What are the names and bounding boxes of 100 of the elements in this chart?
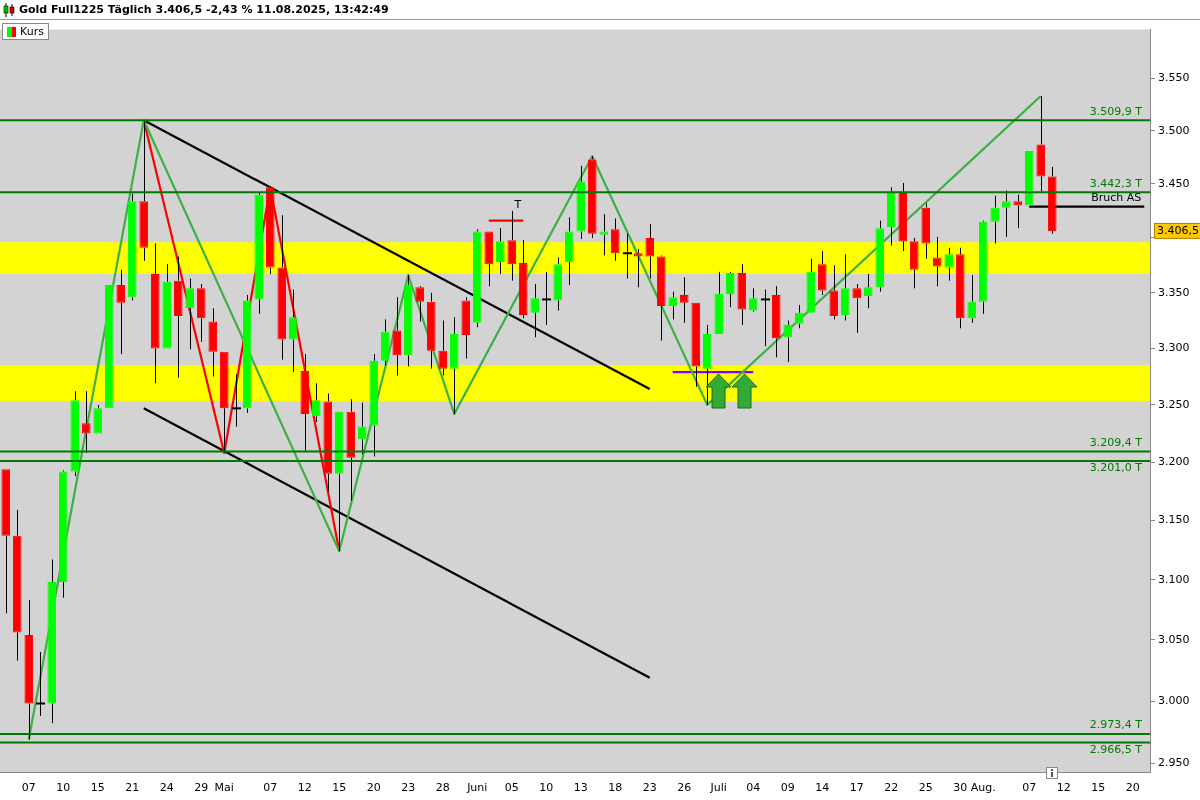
candlestick [346, 398, 356, 502]
candlestick [955, 247, 965, 329]
candlestick [829, 264, 839, 320]
annotation: T [513, 198, 522, 212]
candlestick [369, 353, 379, 457]
candlestick [449, 316, 459, 415]
candlestick [633, 248, 643, 288]
candlestick [737, 263, 747, 326]
candlestick [1013, 194, 1023, 229]
y-tick-label: 3.150 [1158, 513, 1190, 527]
ref-line-label: 3.442,3 T [1089, 176, 1143, 190]
x-tick-label: 15 [1091, 781, 1106, 795]
candlestick [403, 274, 413, 367]
legend-label: Kurs [20, 25, 44, 38]
candlestick [277, 214, 287, 361]
candlestick [714, 271, 724, 334]
candlestick [599, 213, 609, 256]
candlestick [1036, 95, 1046, 192]
x-tick-label: Juni [466, 781, 488, 795]
x-tick-label: 07 [263, 781, 278, 795]
candlestick [806, 258, 816, 313]
ref-line-label: 2.973,4 T [1089, 718, 1143, 732]
x-tick-label: 26 [677, 781, 692, 795]
candlestick [70, 390, 80, 477]
y-tick-label: 2.950 [1158, 756, 1190, 770]
candlestick [1001, 189, 1011, 238]
y-tick-label: 3.200 [1158, 455, 1190, 469]
ref-line-label: 2.966,5 T [1089, 742, 1143, 756]
y-tick-label: 3.000 [1158, 693, 1190, 707]
x-tick-label: 07 [1022, 781, 1037, 795]
y-tick-label: 3.350 [1158, 285, 1190, 299]
candlestick [495, 227, 505, 275]
ref-line-label: 3.209,4 T [1089, 435, 1143, 449]
candlestick [622, 233, 633, 279]
candlestick [564, 216, 574, 286]
candlestick [334, 411, 344, 552]
candlestick [116, 269, 126, 355]
candlestick [288, 288, 298, 373]
candlestick [392, 296, 402, 376]
candlestick [645, 223, 655, 279]
candlestick [886, 186, 896, 247]
x-tick-label: 17 [849, 781, 864, 795]
x-tick-label: 15 [90, 781, 105, 795]
candlestick [909, 237, 919, 289]
x-tick-label: 09 [780, 781, 795, 795]
x-tick-label: 13 [573, 781, 588, 795]
candlestick [817, 250, 827, 296]
candlestick [541, 271, 552, 326]
y-tick-label: 3.250 [1158, 397, 1190, 411]
candlestick [47, 558, 57, 724]
x-tick-label: 05 [504, 781, 519, 795]
candlestick [725, 272, 735, 308]
x-tick-label: 12 [297, 781, 312, 795]
candlestick [254, 192, 264, 315]
candlestick [311, 382, 321, 423]
candlestick [24, 599, 34, 740]
candlestick [173, 256, 183, 379]
candlestick [967, 274, 977, 324]
candlestick [553, 257, 563, 311]
y-tick-label: 3.300 [1158, 341, 1190, 355]
candlestick [162, 263, 172, 349]
candlestick [978, 221, 988, 315]
candlestick [898, 182, 908, 252]
candlestick [852, 283, 862, 334]
ref-line-label: 3.201,0 T [1089, 461, 1143, 475]
x-tick-label: 20 [366, 781, 381, 795]
x-tick-label: 20 [1125, 781, 1140, 795]
y-tick-label: 3.550 [1158, 71, 1190, 85]
x-tick-label: 12 [1056, 781, 1071, 795]
x-tick-label: 24 [159, 781, 174, 795]
x-tick-label: 29 [194, 781, 209, 795]
candlestick [518, 239, 528, 319]
candlestick [127, 193, 137, 302]
x-tick-label: 23 [642, 781, 657, 795]
x-tick-label: 15 [332, 781, 347, 795]
candlestick [461, 296, 471, 360]
x-tick-label: 14 [815, 781, 830, 795]
candlestick [196, 283, 206, 343]
chart-title: Gold Full1225 Täglich 3.406,5 -2,43 % 11.08.2025, 13:42:49 [19, 3, 389, 16]
candlestick [300, 353, 310, 452]
series-label: Bruch AS [1091, 190, 1142, 204]
x-tick-label: Juli [709, 781, 727, 795]
candlestick [150, 242, 160, 384]
text: 3.406,5 [1157, 224, 1199, 238]
candlestick [58, 471, 68, 599]
candlestick [921, 202, 931, 260]
x-tick-label: 25 [918, 781, 933, 795]
x-tick-label: Mai [214, 781, 234, 795]
x-tick-label: 23 [401, 781, 416, 795]
candlestick [530, 283, 540, 338]
candlestick [760, 288, 771, 347]
y-tick-label: 3.500 [1158, 123, 1190, 137]
x-tick-label: 30 [953, 781, 968, 795]
x-tick-label: 22 [884, 781, 899, 795]
candlestick [932, 236, 942, 287]
y-tick-label: 3.100 [1158, 572, 1190, 586]
x-tick-label: 28 [435, 781, 450, 795]
candlestick [426, 292, 436, 370]
candlestick [656, 256, 666, 342]
candlestick [438, 320, 448, 376]
